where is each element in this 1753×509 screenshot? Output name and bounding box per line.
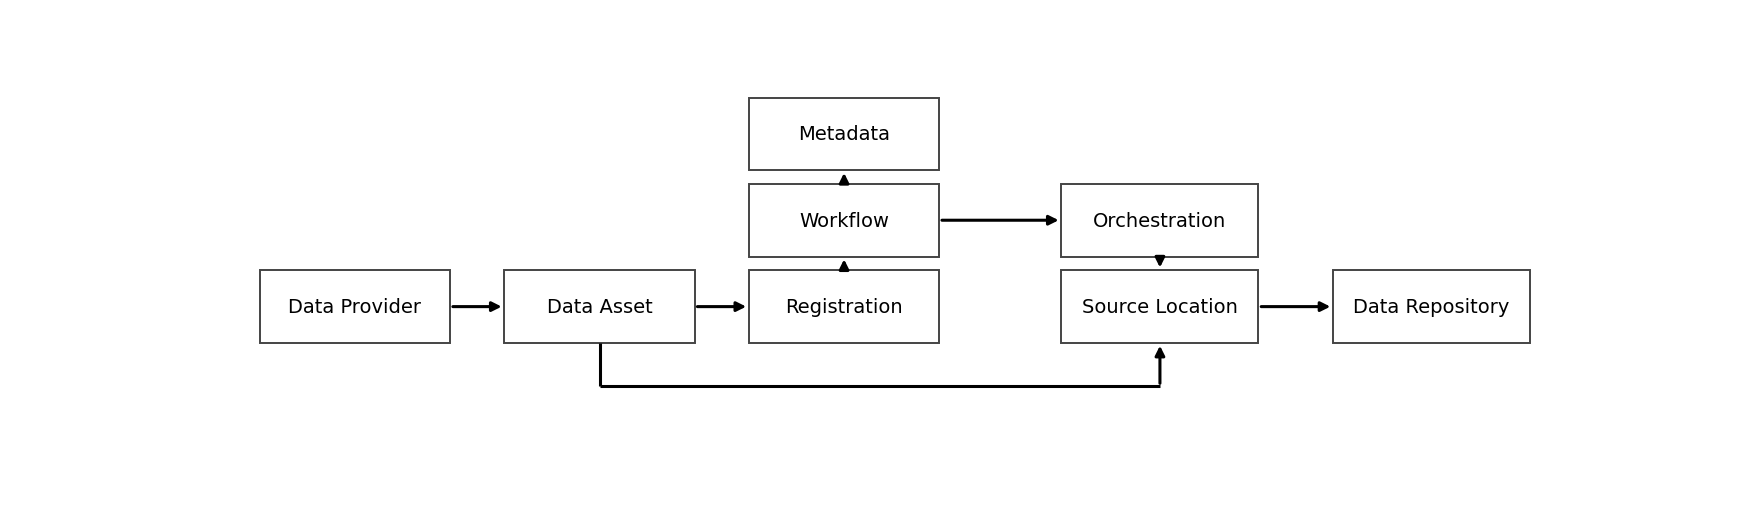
Text: Registration: Registration <box>785 298 903 317</box>
Text: Metadata: Metadata <box>798 125 891 144</box>
Bar <box>1061 185 1259 257</box>
Text: Workflow: Workflow <box>799 211 889 230</box>
Text: Data Asset: Data Asset <box>547 298 652 317</box>
Bar <box>505 271 694 343</box>
Bar <box>259 271 451 343</box>
Bar <box>749 185 940 257</box>
Text: Data Repository: Data Repository <box>1353 298 1509 317</box>
Bar <box>749 271 940 343</box>
Bar <box>1061 271 1259 343</box>
Text: Orchestration: Orchestration <box>1094 211 1227 230</box>
Bar <box>1332 271 1530 343</box>
Text: Source Location: Source Location <box>1082 298 1238 317</box>
Bar <box>749 98 940 171</box>
Text: Data Provider: Data Provider <box>289 298 421 317</box>
